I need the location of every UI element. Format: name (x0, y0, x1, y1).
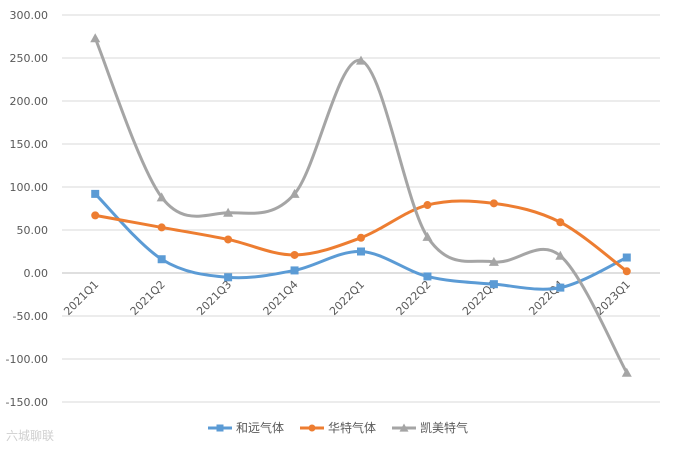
data-point (622, 253, 631, 262)
data-point (488, 256, 499, 266)
data-point (423, 272, 432, 281)
series-group (91, 189, 631, 292)
data-point (223, 207, 234, 217)
legend-item: 华特气体 (300, 420, 376, 435)
legend-marker (216, 424, 224, 432)
y-axis-tick-labels: 300.00 250.00 200.00 150.00 100.00 50.00 0.00 -… (6, 9, 48, 409)
legend-label: 和远气体 (236, 420, 284, 435)
y-tick-label: 150.00 (10, 138, 49, 151)
series-group (90, 33, 632, 377)
data-point (422, 231, 433, 241)
data-point (556, 218, 565, 227)
data-point (157, 223, 166, 232)
data-point (622, 267, 631, 276)
legend-item: 和远气体 (208, 420, 284, 435)
series-group (91, 199, 631, 276)
data-point (357, 233, 365, 242)
watermark: 六城聊联 (6, 429, 55, 443)
legend-marker (399, 423, 409, 432)
x-tick-label: 2021Q4 (261, 278, 301, 318)
data-point (423, 201, 432, 210)
x-tick-label: 2021Q2 (128, 278, 168, 318)
y-tick-label: 100.00 (10, 181, 49, 194)
y-tick-label: -150.00 (6, 396, 48, 409)
data-point (556, 283, 565, 292)
data-point (621, 367, 632, 377)
y-tick-label: 0.00 (24, 267, 49, 280)
legend: 和远气体 华特气体 凯美特气 (208, 420, 468, 435)
data-point (555, 250, 566, 260)
y-tick-label: 300.00 (10, 9, 49, 22)
data-point (224, 235, 233, 244)
y-tick-label: -50.00 (13, 310, 48, 323)
legend-label: 凯美特气 (420, 420, 468, 435)
y-tick-label: 250.00 (10, 52, 49, 65)
data-point (157, 255, 166, 264)
gridlines (62, 14, 660, 403)
x-tick-label: 2022Q2 (394, 278, 434, 318)
data-point (156, 192, 167, 202)
y-tick-label: 200.00 (10, 95, 49, 108)
x-tick-label: 2023Q1 (593, 278, 633, 318)
data-point (489, 199, 498, 208)
data-point (289, 188, 300, 198)
series-line (93, 36, 629, 375)
data-point (224, 273, 233, 282)
x-axis-tick-labels: 2021Q1 2021Q2 2021Q3 2021Q4 2022Q1 2022Q2 2022… (61, 278, 633, 318)
x-tick-label: 2021Q1 (61, 278, 101, 318)
data-point (356, 55, 366, 65)
data-point (290, 250, 299, 259)
data-point (290, 266, 299, 275)
data-point (357, 247, 365, 256)
data-point (91, 189, 100, 198)
y-tick-label: 50.00 (17, 224, 49, 237)
data-point (91, 211, 100, 220)
x-tick-label: 2022Q1 (327, 278, 367, 318)
legend-marker (308, 424, 316, 432)
legend-item: 凯美特气 (392, 420, 468, 435)
data-point (90, 33, 101, 43)
series-lines (90, 33, 632, 377)
x-tick-label: 2021Q3 (194, 278, 234, 318)
legend-label: 华特气体 (328, 420, 376, 435)
y-tick-label: -100.00 (6, 353, 48, 366)
data-point (489, 280, 498, 289)
